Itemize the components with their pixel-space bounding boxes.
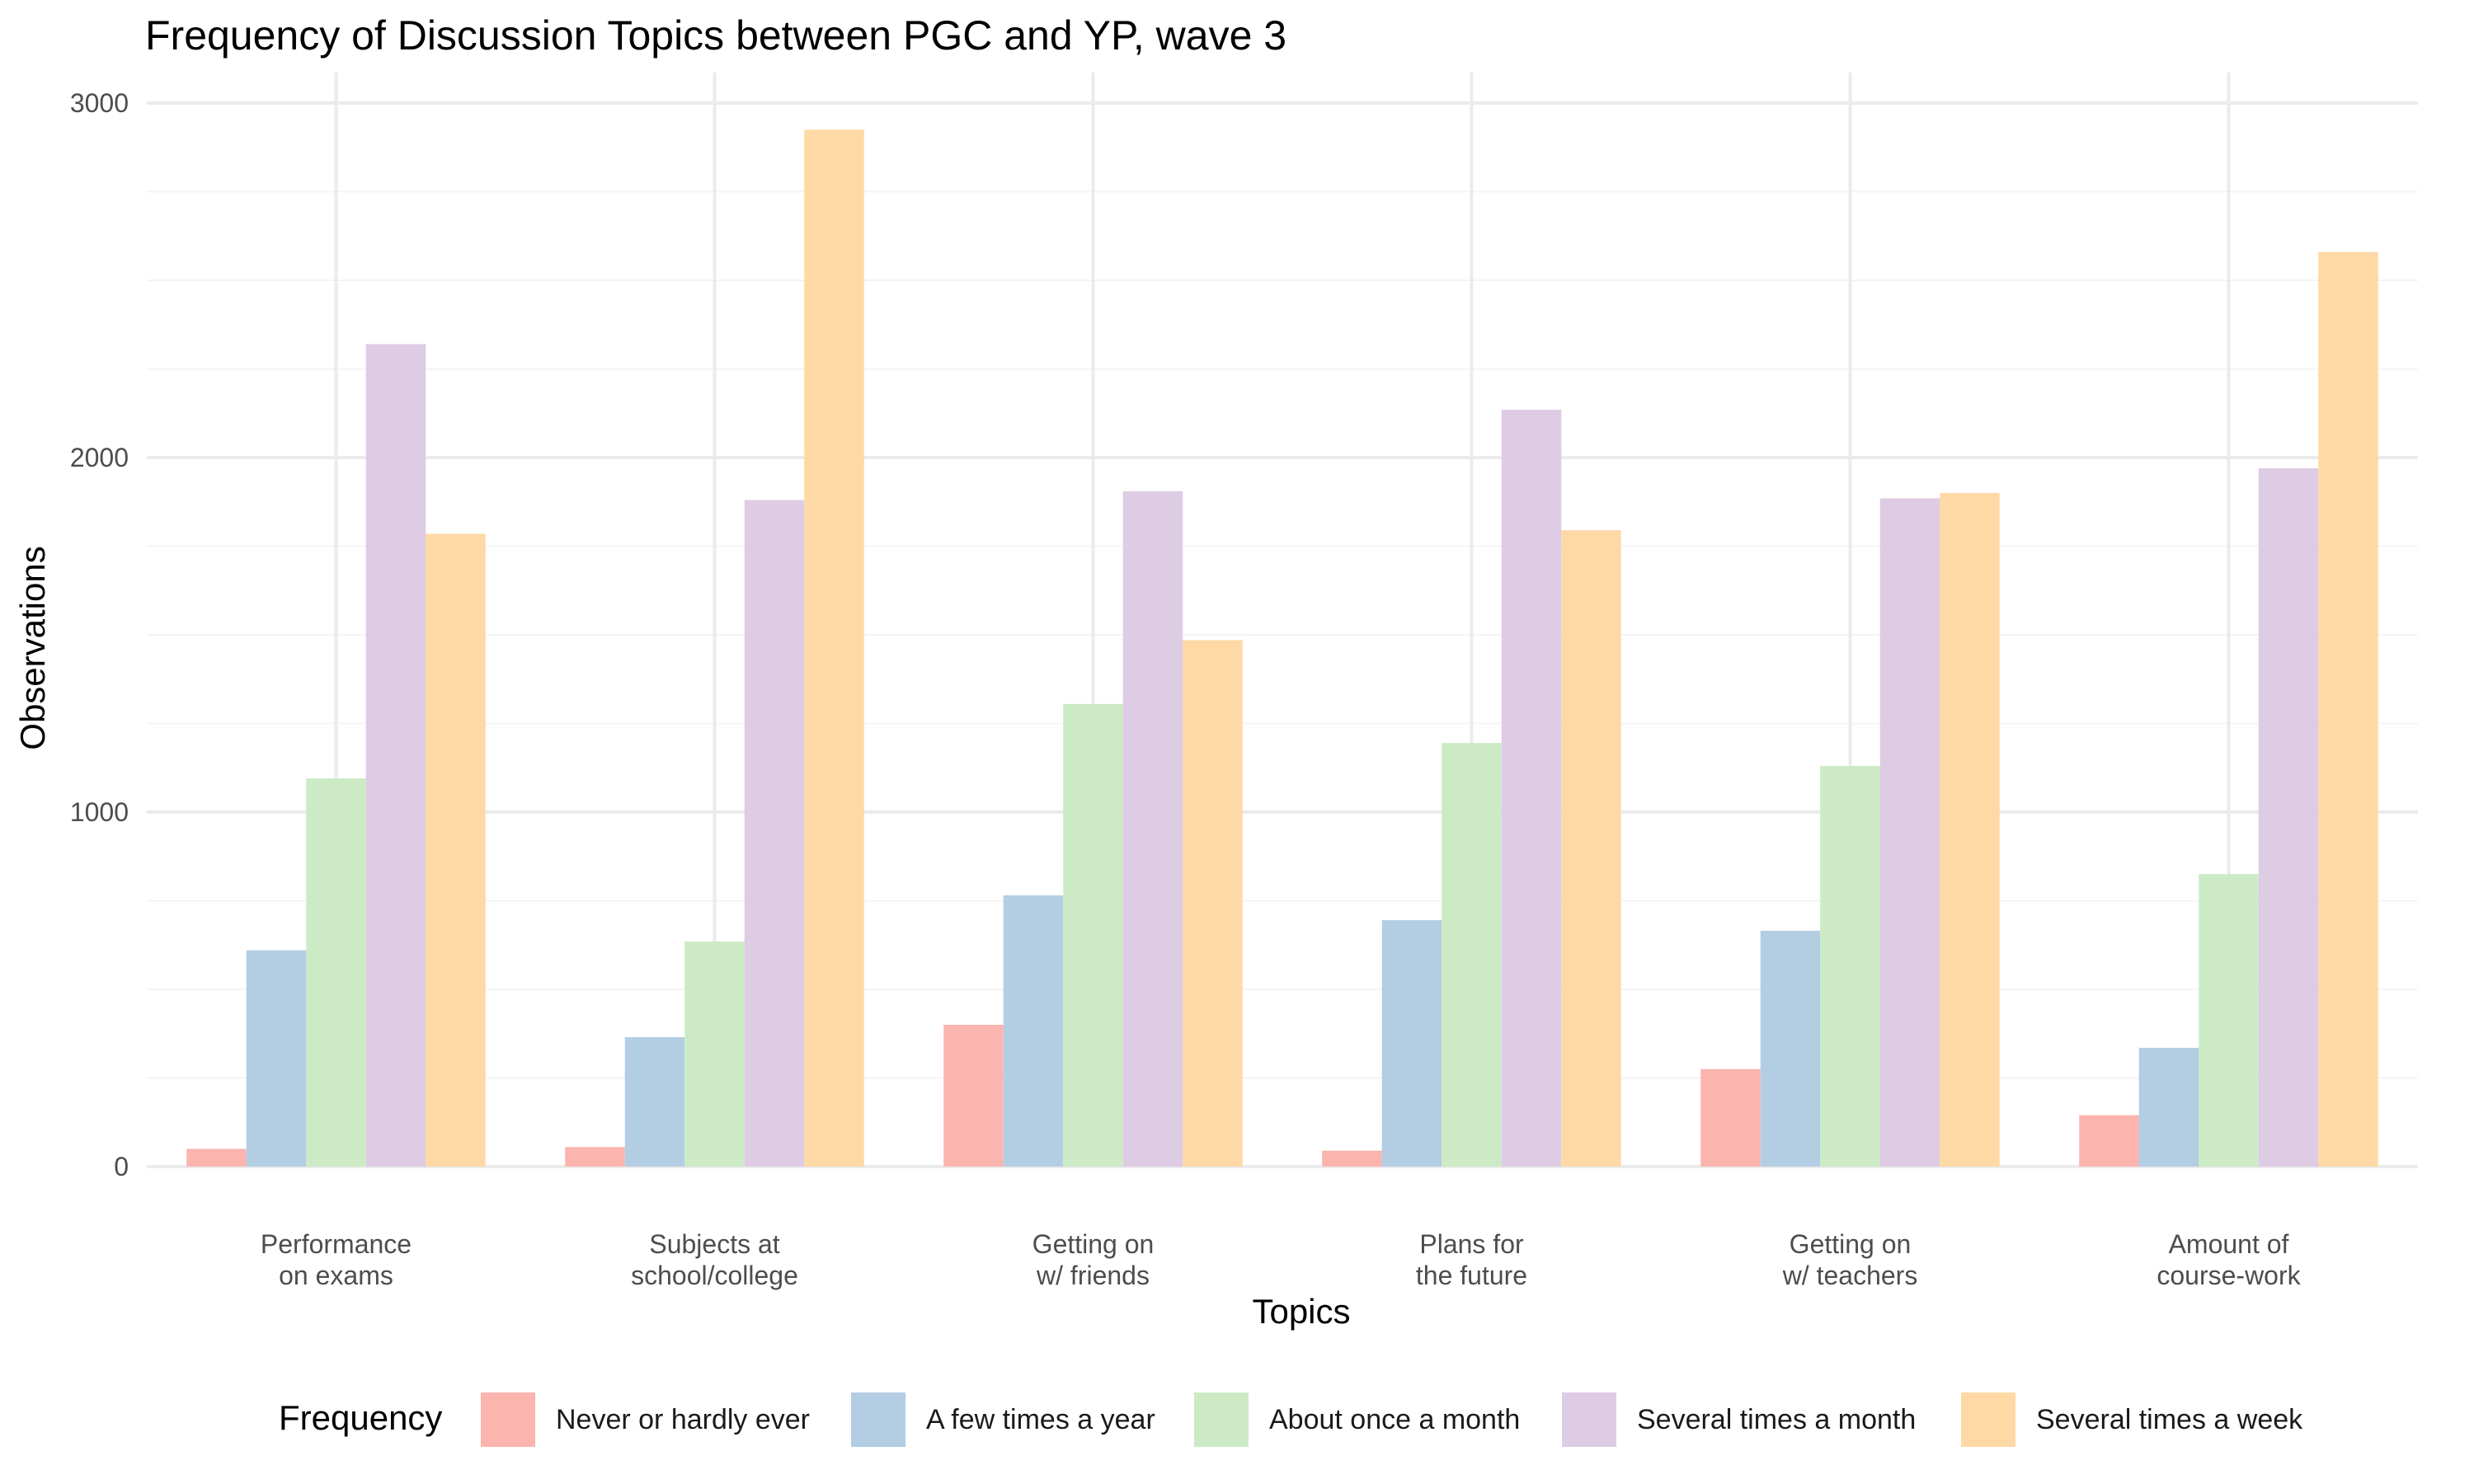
legend-label: Never or hardly ever [556,1404,810,1435]
legend-label: Several times a week [2036,1404,2303,1435]
x-axis-title: Topics [1252,1292,1350,1331]
x-tick-label: Amount of course-work [2157,1229,2301,1290]
legend-key [1961,1392,2015,1447]
legend-label: A few times a year [926,1404,1155,1435]
legend-title: Frequency [279,1398,442,1437]
legend: Frequency Never or hardly ever A few time… [279,1392,2303,1447]
bar [426,533,486,1167]
y-axis-title: Observations [13,546,52,749]
bar [1122,491,1183,1167]
x-tick-label: Getting on w/ teachers [1782,1229,1918,1290]
bar [306,778,366,1167]
bar [1183,640,1243,1167]
bar [684,941,745,1167]
bar [2079,1115,2139,1167]
bar [1879,498,1940,1167]
legend-key [851,1392,905,1447]
bar [1322,1150,1382,1167]
bar [2258,467,2319,1167]
bar [1442,743,1502,1167]
bar [1381,920,1442,1167]
legend-key [481,1392,535,1447]
chart-title: Frequency of Discussion Topics between P… [145,12,1286,59]
y-tick-label: 0 [114,1152,129,1181]
bar [1760,931,1821,1167]
bar [565,1147,625,1167]
bar [804,129,864,1167]
bar [943,1025,1004,1167]
legend-key [1194,1392,1249,1447]
bar [1003,895,1064,1167]
bar [1820,766,1880,1167]
y-axis-ticks: 0 1000 2000 3000 [70,88,129,1181]
x-axis-ticks: Performance on exams Subjects at school/col… [261,1229,2302,1290]
bar [186,1148,247,1167]
y-tick-label: 1000 [70,797,129,827]
legend-label: About once a month [1269,1404,1520,1435]
bar [1940,493,2000,1167]
bar [2138,1047,2199,1167]
legend-label: Several times a month [1637,1404,1916,1435]
bar [1501,409,1562,1167]
bar [624,1037,685,1167]
y-tick-label: 2000 [70,443,129,472]
bar [2318,251,2378,1167]
x-tick-label: Plans for the future [1416,1229,1527,1290]
x-tick-label: Subjects at school/college [631,1229,798,1290]
bar [1700,1068,1761,1167]
bar [246,950,307,1167]
bar [2199,874,2259,1167]
legend-key [1562,1392,1616,1447]
x-tick-label: Getting on w/ friends [1032,1229,1155,1290]
y-tick-label: 3000 [70,88,129,118]
bar [1063,703,1123,1167]
bar [365,344,426,1167]
bar [744,500,805,1167]
bar [1561,530,1621,1167]
grid [147,73,2418,1168]
x-tick-label: Performance on exams [261,1229,412,1290]
bars [186,129,2378,1167]
